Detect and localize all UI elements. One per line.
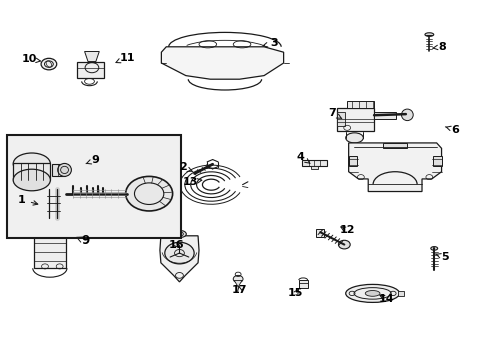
Bar bbox=[60, 221, 72, 229]
Polygon shape bbox=[348, 143, 441, 192]
Ellipse shape bbox=[345, 133, 363, 143]
Text: 5: 5 bbox=[435, 252, 448, 262]
Bar bbox=[298, 280, 307, 288]
Polygon shape bbox=[161, 47, 283, 79]
Text: 1: 1 bbox=[18, 195, 38, 205]
Bar bbox=[337, 108, 373, 131]
Ellipse shape bbox=[164, 242, 194, 264]
Ellipse shape bbox=[58, 163, 71, 176]
Text: 9: 9 bbox=[81, 234, 89, 247]
Bar bbox=[36, 219, 46, 229]
Text: 11: 11 bbox=[116, 53, 135, 63]
Text: 9: 9 bbox=[86, 155, 99, 165]
Bar bbox=[346, 101, 373, 108]
Text: 16: 16 bbox=[168, 240, 183, 250]
Bar bbox=[432, 156, 441, 166]
Ellipse shape bbox=[13, 169, 50, 191]
Polygon shape bbox=[234, 280, 242, 287]
Ellipse shape bbox=[172, 230, 186, 238]
Ellipse shape bbox=[430, 247, 437, 250]
Ellipse shape bbox=[345, 284, 399, 302]
Bar bbox=[7, 135, 181, 238]
Text: 14: 14 bbox=[378, 294, 393, 304]
Text: 6: 6 bbox=[445, 125, 458, 135]
Text: 2: 2 bbox=[179, 162, 192, 172]
Bar bbox=[77, 62, 104, 78]
Bar bbox=[34, 229, 66, 268]
Ellipse shape bbox=[338, 240, 349, 249]
Ellipse shape bbox=[424, 33, 433, 36]
Text: 17: 17 bbox=[231, 285, 247, 295]
Text: 15: 15 bbox=[287, 288, 303, 298]
Text: 7: 7 bbox=[328, 108, 341, 118]
Bar bbox=[302, 160, 326, 166]
Text: 12: 12 bbox=[339, 225, 354, 235]
Polygon shape bbox=[160, 236, 199, 282]
Bar bbox=[397, 291, 403, 296]
Text: 8: 8 bbox=[432, 42, 446, 52]
Ellipse shape bbox=[233, 275, 243, 283]
Bar bbox=[348, 156, 357, 166]
Ellipse shape bbox=[13, 153, 50, 175]
Ellipse shape bbox=[41, 58, 57, 70]
Ellipse shape bbox=[401, 109, 412, 121]
Bar bbox=[42, 188, 62, 196]
Bar bbox=[316, 229, 324, 237]
Text: 10: 10 bbox=[21, 54, 41, 64]
Bar bbox=[13, 163, 50, 180]
Bar bbox=[35, 204, 62, 211]
Bar bbox=[310, 166, 318, 169]
Bar bbox=[382, 143, 407, 148]
Text: 4: 4 bbox=[296, 152, 309, 163]
Polygon shape bbox=[84, 51, 99, 62]
Ellipse shape bbox=[365, 291, 379, 296]
Text: 3: 3 bbox=[263, 38, 277, 48]
Ellipse shape bbox=[125, 176, 172, 211]
Text: 13: 13 bbox=[183, 177, 202, 187]
Bar bbox=[337, 112, 344, 126]
Bar bbox=[52, 164, 64, 176]
Bar bbox=[373, 112, 395, 119]
